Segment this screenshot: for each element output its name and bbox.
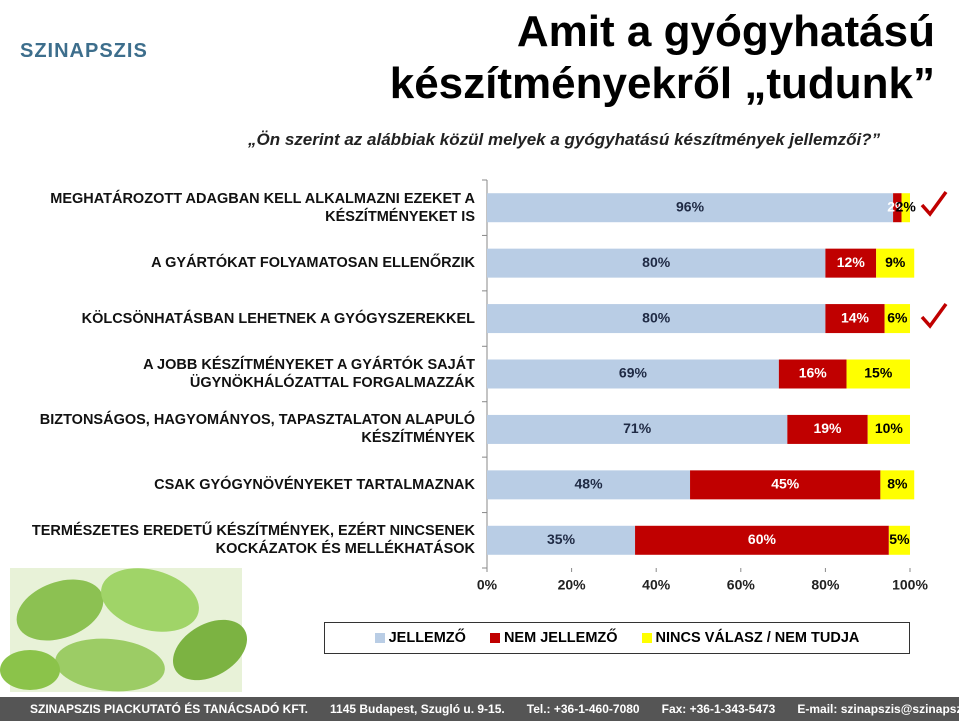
- value-label: 16%: [799, 365, 828, 381]
- bar-segment: [778, 359, 847, 389]
- footer-company: SZINAPSZIS PIACKUTATÓ ÉS TANÁCSADÓ KFT.: [30, 702, 309, 716]
- legend-swatch: [489, 633, 500, 643]
- x-tick-label: 20%: [558, 577, 587, 593]
- chart-subtitle: „Ön szerint az alábbiak közül melyek a g…: [248, 130, 881, 149]
- bar-segment: [487, 470, 691, 500]
- bar-segment: [487, 359, 779, 389]
- category-label: BIZTONSÁGOS, HAGYOMÁNYOS, TAPASZTALATON …: [39, 412, 475, 447]
- legend-label: JELLEMZŐ: [388, 630, 466, 646]
- value-label: 19%: [813, 420, 842, 436]
- legend-label: NINCS VÁLASZ / NEM TUDJA: [655, 630, 860, 646]
- bar-segment: [876, 248, 915, 278]
- value-label: 45%: [771, 476, 800, 492]
- bar-segment: [487, 193, 894, 223]
- footer-phone: Tel.: +36-1-460-7080: [526, 702, 640, 716]
- x-tick-label: 40%: [642, 577, 671, 593]
- bar-segment: [867, 414, 910, 444]
- x-tick-label: 80%: [811, 577, 840, 593]
- legend-swatch: [374, 633, 385, 643]
- category-label: A GYÁRTÓKAT FOLYAMATOSAN ELLENŐRZIK: [151, 255, 475, 272]
- bar-segment: [690, 470, 881, 500]
- checkmarks: [920, 190, 948, 329]
- value-label: 80%: [642, 309, 671, 325]
- legend-item: JELLEMZŐ: [374, 630, 466, 646]
- legend-item: NINCS VÁLASZ / NEM TUDJA: [641, 630, 860, 646]
- category-label: KÖLCSÖNHATÁSBAN LEHETNEK A GYÓGYSZEREKKE…: [81, 310, 475, 327]
- logo: SZINAPSZIS: [20, 40, 148, 62]
- value-label: 2%: [896, 198, 917, 214]
- value-label: 69%: [619, 365, 648, 381]
- value-label: 14%: [841, 309, 870, 325]
- value-label: 35%: [547, 531, 576, 547]
- legend-label: NEM JELLEMZŐ: [503, 630, 618, 646]
- x-tick-label: 0%: [477, 577, 498, 593]
- value-label: 60%: [748, 531, 777, 547]
- value-label: 80%: [642, 254, 671, 270]
- bar-segment: [901, 193, 910, 223]
- bar-segment: [825, 248, 877, 278]
- value-label: 96%: [676, 198, 705, 214]
- bar-segment: [787, 414, 868, 444]
- category-label: CSAK GYÓGYNÖVÉNYEKET TARTALMAZNAK: [154, 476, 475, 493]
- bar-segment: [825, 304, 885, 334]
- bar-segment: [884, 304, 910, 334]
- category-label: MEGHATÁROZOTT ADAGBAN KELL ALKALMAZNI EZ…: [50, 190, 475, 225]
- value-label: 71%: [623, 420, 652, 436]
- bar-segment: [893, 193, 902, 223]
- x-tick-label: 60%: [727, 577, 756, 593]
- footer: SZINAPSZIS PIACKUTATÓ ÉS TANÁCSADÓ KFT. …: [0, 697, 959, 721]
- value-label: 6%: [887, 309, 908, 325]
- legend-item: NEM JELLEMZŐ: [489, 630, 618, 646]
- chart-title: Amit a gyógyhatású készítményekről „tudu…: [389, 7, 935, 108]
- footer-address: 1145 Budapest, Szugló u. 9-15.: [330, 702, 505, 716]
- footer-fax: Fax: +36-1-343-5473: [661, 702, 776, 716]
- bar-segment: [487, 248, 826, 278]
- value-label: 12%: [837, 254, 866, 270]
- bar-segment: [846, 359, 910, 389]
- legend-swatch: [641, 633, 652, 643]
- value-label: 48%: [575, 476, 604, 492]
- value-label: 15%: [864, 365, 893, 381]
- value-label: 5%: [889, 531, 910, 547]
- legend: JELLEMZŐ NEM JELLEMZŐ NINCS VÁLASZ / NEM T…: [324, 622, 910, 654]
- leaf-decoration: [0, 568, 247, 692]
- bar-segment: [487, 304, 826, 334]
- category-label: TERMÉSZETES EREDETŰ KÉSZÍTMÉNYEK, EZÉRT …: [31, 523, 475, 558]
- value-label: 9%: [885, 254, 906, 270]
- bar-segment: [888, 525, 910, 555]
- bar-segment: [635, 525, 889, 555]
- x-tick-label: 100%: [892, 577, 928, 593]
- bar-segment: [487, 525, 636, 555]
- bar-segment: [880, 470, 915, 500]
- value-label: 8%: [887, 476, 908, 492]
- value-label: 10%: [875, 420, 904, 436]
- category-label: A JOBB KÉSZÍTMÉNYEKET A GYÁRTÓK SAJÁT ÜG…: [143, 357, 475, 391]
- footer-email: E-mail: szinapszis@szinapszis.hu: [797, 702, 959, 716]
- bar-segment: [487, 414, 788, 444]
